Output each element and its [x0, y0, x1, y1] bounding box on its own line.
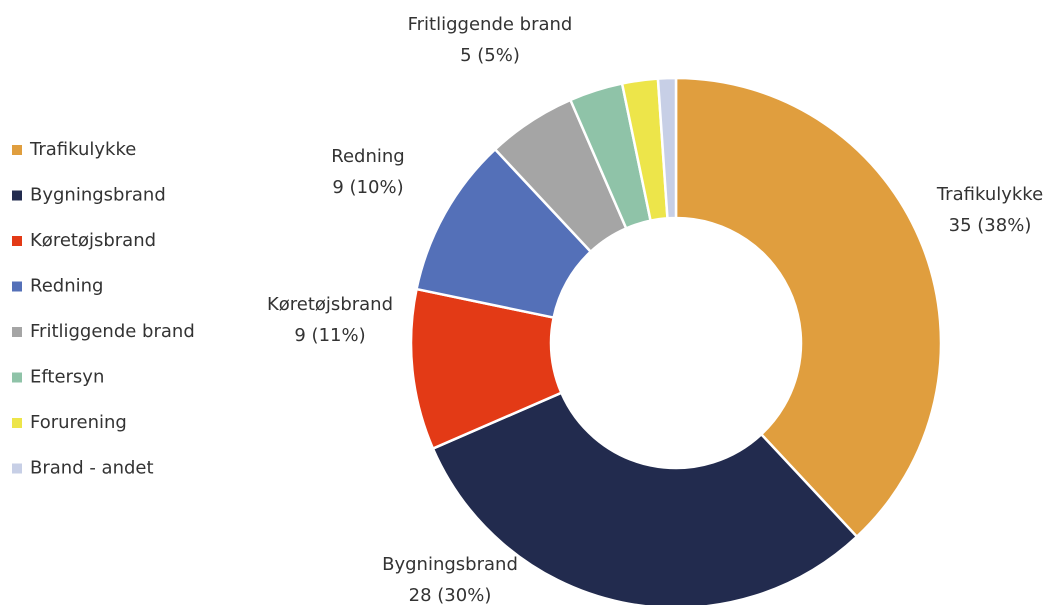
slice-label-name: Fritliggende brand — [408, 14, 573, 35]
legend-label: Forurening — [30, 412, 127, 433]
slice-label-name: Køretøjsbrand — [267, 294, 393, 315]
slice-label-value: 9 (11%) — [294, 325, 365, 346]
legend-swatch — [12, 463, 22, 474]
legend-label: Bygningsbrand — [30, 185, 166, 206]
legend-swatch — [12, 281, 22, 292]
slice-label-value: 9 (10%) — [332, 177, 403, 198]
slice-label-value: 5 (5%) — [460, 45, 520, 66]
legend-swatch — [12, 418, 22, 428]
legend-swatch — [12, 145, 22, 155]
slice-label-value: 35 (38%) — [949, 215, 1032, 236]
slice-label-name: Bygningsbrand — [382, 554, 518, 575]
slice-label-value: 28 (30%) — [409, 585, 492, 605]
legend-label: Køretøjsbrand — [30, 230, 156, 251]
legend-swatch — [12, 372, 22, 383]
donut-slice — [656, 76, 678, 220]
legend-swatch — [12, 327, 22, 337]
legend-label: Fritliggende brand — [30, 321, 195, 342]
slice-label-name: Redning — [331, 146, 404, 167]
legend-swatch — [12, 190, 22, 201]
legend-label: Brand - andet — [30, 458, 154, 479]
legend-swatch — [12, 236, 22, 246]
slice-label-name: Trafikulykke — [936, 184, 1043, 205]
legend-label: Eftersyn — [30, 367, 104, 388]
donut-slice — [674, 76, 943, 539]
legend-label: Trafikulykke — [29, 139, 136, 160]
donut-slice — [431, 391, 859, 605]
legend-label: Redning — [30, 276, 103, 297]
